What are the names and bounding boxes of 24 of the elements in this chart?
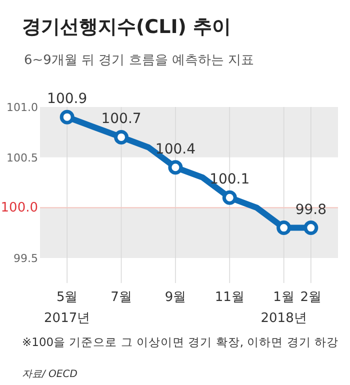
point — [276, 220, 292, 236]
chart-title: 경기선행지수(CLI) 추이 — [22, 16, 232, 38]
point — [222, 190, 237, 205]
data-label: 100.9 — [47, 91, 88, 108]
y-tick-label: 101.0 — [6, 101, 38, 114]
x-tick-label: 2월 — [300, 290, 322, 305]
point — [60, 110, 74, 124]
y-tick-label: 99.5 — [14, 252, 38, 265]
chart-subtitle: 6~9개월 뒤 경기 흐름을 예측하는 지표 — [24, 53, 254, 68]
y-tick-label: 100.0 — [0, 200, 38, 216]
x-tick-label: 5월 2017년 — [44, 290, 90, 326]
text: ※100을 기준으로 그 이상이면 경기 확장, 이하면 경기 하강 — [22, 335, 338, 349]
x-tick-label: 11월 — [214, 290, 244, 305]
text: 자료/ OECD — [22, 369, 78, 380]
point — [114, 130, 129, 144]
x-tick-label: 7월 — [110, 290, 132, 305]
y-tick-label: 100.5 — [6, 151, 38, 164]
point — [304, 220, 318, 236]
data-label: 99.8 — [295, 202, 326, 218]
data-label: 100.7 — [101, 111, 142, 128]
point — [168, 160, 183, 175]
data-label: 100.4 — [155, 141, 196, 158]
data-label: 100.1 — [210, 172, 250, 188]
x-tick-label: 9월 — [164, 290, 186, 305]
